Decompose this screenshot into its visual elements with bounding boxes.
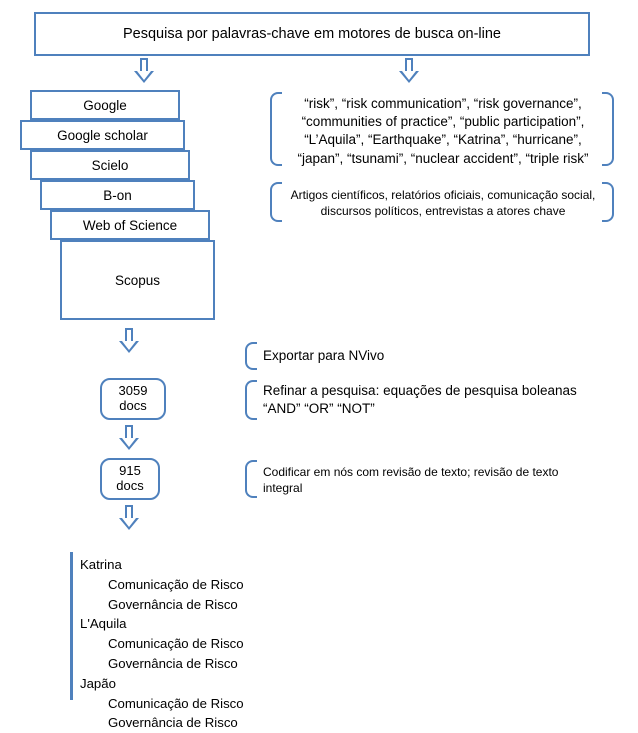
bracket-icon xyxy=(245,342,257,370)
doc-count-box: 915 docs xyxy=(100,458,160,500)
vbar-icon xyxy=(70,552,73,700)
case-name: Japão xyxy=(80,674,244,694)
engine-card: Google scholar xyxy=(20,120,185,150)
engine-card: Scielo xyxy=(30,150,190,180)
bracket-icon xyxy=(602,92,614,166)
bracket-icon xyxy=(270,182,282,222)
case-sub: Governância de Risco xyxy=(108,654,244,674)
keywords-text: “risk”, “risk communication”, “risk gove… xyxy=(287,95,599,168)
title-text: Pesquisa por palavras-chave em motores d… xyxy=(123,26,501,42)
bracket-icon xyxy=(270,92,282,166)
sources-text: Artigos científicos, relatórios oficiais… xyxy=(287,187,599,219)
arrow-down-icon xyxy=(120,425,138,451)
case-sub: Comunicação de Risco xyxy=(108,575,244,595)
arrow-down-icon xyxy=(120,505,138,531)
arrow-down-icon xyxy=(135,58,153,84)
doc-label-2: docs xyxy=(116,479,143,494)
refine-text: Refinar a pesquisa: equações de pesquisa… xyxy=(263,382,593,418)
engine-card: Web of Science xyxy=(50,210,210,240)
arrow-down-icon xyxy=(120,328,138,354)
doc-count-box: 3059 docs xyxy=(100,378,166,420)
case-list: KatrinaComunicação de RiscoGovernância d… xyxy=(80,555,244,733)
export-text: Exportar para NVivo xyxy=(263,347,384,365)
case-sub: Comunicação de Risco xyxy=(108,694,244,714)
codify-text: Codificar em nós com revisão de texto; r… xyxy=(263,464,583,496)
bracket-icon xyxy=(245,460,257,498)
case-name: L'Aquila xyxy=(80,614,244,634)
doc-label-1: docs xyxy=(119,399,146,414)
arrow-down-icon xyxy=(400,58,418,84)
flowchart-canvas: Pesquisa por palavras-chave em motores d… xyxy=(0,0,638,714)
title-box: Pesquisa por palavras-chave em motores d… xyxy=(34,12,590,56)
doc-count-2: 915 xyxy=(119,464,141,479)
bracket-icon xyxy=(245,380,257,420)
bracket-icon xyxy=(602,182,614,222)
doc-count-1: 3059 xyxy=(119,384,148,399)
case-name: Katrina xyxy=(80,555,244,575)
case-sub: Governância de Risco xyxy=(108,713,244,733)
engine-card: Google xyxy=(30,90,180,120)
case-sub: Comunicação de Risco xyxy=(108,634,244,654)
engine-card: Scopus xyxy=(60,240,215,320)
engine-card: B-on xyxy=(40,180,195,210)
case-sub: Governância de Risco xyxy=(108,595,244,615)
